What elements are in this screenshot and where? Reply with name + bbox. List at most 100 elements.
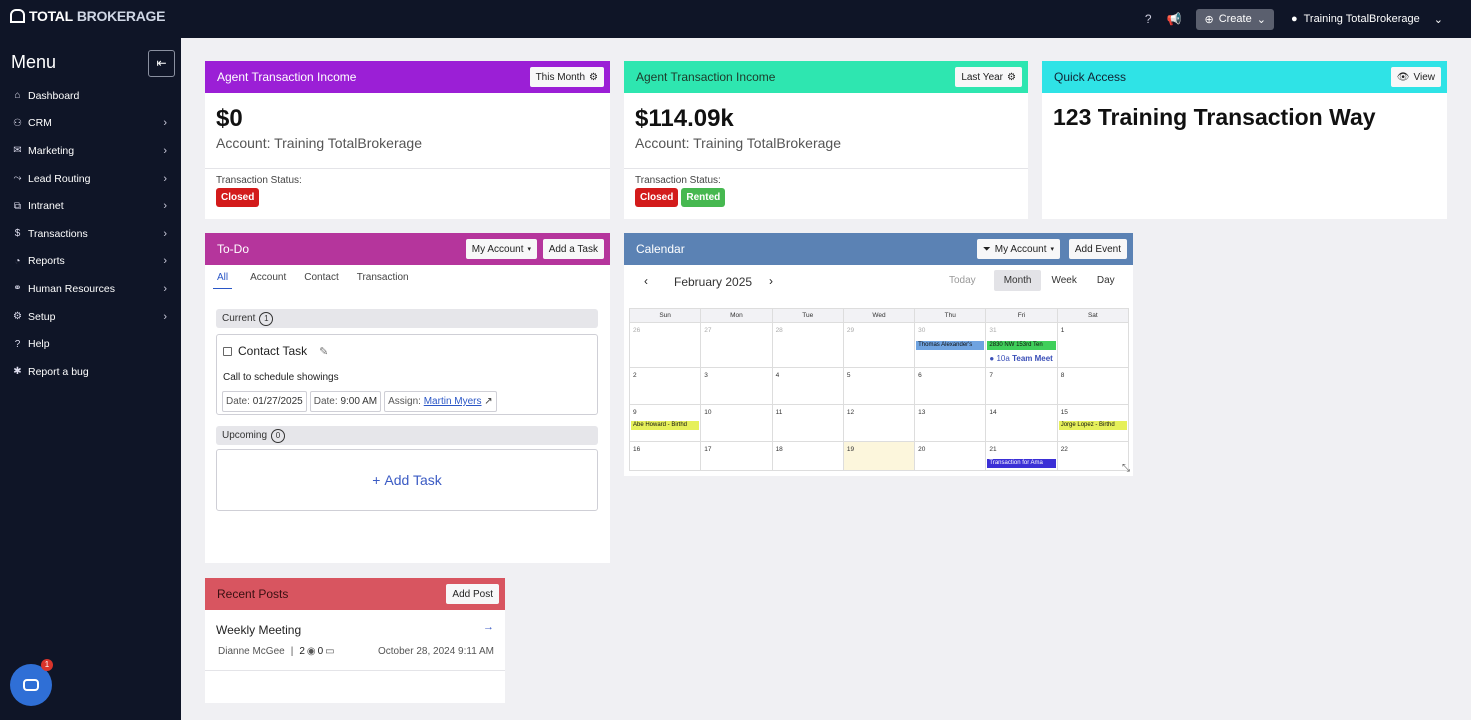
sidebar-item-crm[interactable]: ⚇ CRM › (0, 110, 181, 138)
calendar-event[interactable]: Thomas Alexander's (916, 341, 985, 350)
chevron-left-icon[interactable]: ‹ (644, 274, 648, 288)
calendar-account-filter[interactable]: ⏷ My Account ▾ (976, 239, 1060, 259)
sidebar-item-dashboard[interactable]: ⌂ Dashboard (0, 82, 181, 110)
calendar-event[interactable]: Jorge Lopez - Birthd (1058, 421, 1127, 430)
user-menu[interactable]: ● Training TotalBrokerage ⌄ (1291, 13, 1443, 26)
megaphone-icon[interactable]: 📢 (1166, 12, 1182, 26)
calendar-day[interactable]: 21 Transaction for Ama (986, 442, 1058, 471)
calendar-day[interactable]: 26 (630, 323, 702, 368)
post-title[interactable]: Weekly Meeting (216, 623, 302, 637)
add-post-button[interactable]: Add Post (446, 584, 499, 604)
tab-all[interactable]: All (213, 271, 233, 289)
calendar-day[interactable]: 13 (915, 405, 987, 442)
calendar-day[interactable]: 8 (1057, 368, 1129, 405)
calendar-event[interactable]: 2830 NW 153rd Ten (987, 341, 1056, 350)
quick-access-address[interactable]: 123 Training Transaction Way (1053, 104, 1376, 130)
day-number: 5 (846, 372, 851, 379)
status-badge-closed[interactable]: Closed (635, 188, 679, 207)
day-number: 2 (633, 372, 637, 379)
external-link-icon[interactable]: ↗ (484, 396, 493, 407)
period-button[interactable]: This Month ⚙ (529, 67, 604, 87)
day-number: 18 (775, 446, 783, 453)
view-button[interactable]: 👁 View (1390, 67, 1441, 87)
calendar-day[interactable]: 22 (1057, 442, 1129, 471)
calendar-day[interactable]: 1 (1057, 323, 1129, 368)
sidebar-item-setup[interactable]: ⚙ Setup › (0, 303, 181, 331)
task-title[interactable]: Contact Task (238, 344, 308, 358)
edit-icon[interactable]: ✎ (319, 345, 329, 358)
task-description: Call to schedule showings (223, 372, 339, 383)
week-view-button[interactable]: Week (1051, 275, 1077, 286)
sidebar-item-human-resources[interactable]: ⚭ Human Resources › (0, 275, 181, 303)
calendar-day[interactable]: 18 (772, 442, 844, 471)
sidebar-item-label: Report a bug (28, 365, 89, 378)
sidebar-item-intranet[interactable]: ⧉ Intranet › (0, 192, 181, 220)
calendar-day[interactable]: 29 (843, 323, 916, 368)
tab-transaction[interactable]: Transaction (356, 272, 409, 283)
calendar-event[interactable]: Transaction for Ama (987, 459, 1056, 468)
assignee-link[interactable]: Martin Myers (423, 396, 482, 407)
calendar-day[interactable]: 6 (915, 368, 987, 405)
calendar-day[interactable]: 17 (701, 442, 773, 471)
arrow-right-icon[interactable]: → (483, 621, 494, 633)
calendar-day[interactable]: 27 (701, 323, 773, 368)
day-view-button[interactable]: Day (1096, 275, 1115, 286)
chevron-right-icon[interactable]: › (769, 274, 773, 288)
status-badge-rented[interactable]: Rented (681, 188, 726, 207)
sidebar-item-marketing[interactable]: ✉ Marketing › (0, 137, 181, 165)
calendar-day[interactable]: 9 Abe Howard - Birthd (630, 405, 702, 442)
calendar-day[interactable]: 7 (986, 368, 1058, 405)
chevron-right-icon: › (163, 282, 167, 295)
day-number: 11 (775, 409, 783, 416)
period-button[interactable]: Last Year ⚙ (955, 67, 1022, 87)
tab-contact[interactable]: Contact (304, 272, 339, 283)
add-task-button[interactable]: Add a Task (542, 239, 604, 259)
calendar-event[interactable]: ● 10a Team Meet (989, 354, 1052, 363)
calendar-day[interactable]: 16 (630, 442, 702, 471)
chat-widget-button[interactable] (10, 664, 52, 706)
calendar-day[interactable]: 15 Jorge Lopez - Birthd (1057, 405, 1129, 442)
calendar-day[interactable]: 10 (701, 405, 773, 442)
calendar-day[interactable]: 31 2830 NW 153rd Ten ● 10a Team Meet (986, 323, 1058, 368)
month-view-button[interactable]: Month (993, 270, 1042, 291)
help-circle-icon[interactable]: ? (1144, 12, 1152, 26)
calendar-day[interactable]: 11 (772, 405, 844, 442)
sidebar-item-help[interactable]: ? Help (0, 330, 181, 358)
sidebar-item-reports[interactable]: ◔ Reports › (0, 248, 181, 276)
sidebar-item-report-a-bug[interactable]: ✱ Report a bug (0, 358, 181, 386)
current-section-bar[interactable]: Current 1 (216, 309, 598, 328)
period-label: Last Year (961, 71, 1004, 83)
calendar-day-today[interactable]: 19 (843, 442, 916, 471)
account-filter-dropdown[interactable]: My Account ▾ (465, 239, 537, 259)
calendar-day[interactable]: 28 (772, 323, 844, 368)
calendar-event[interactable]: Abe Howard - Birthd (631, 421, 700, 430)
task-checkbox[interactable] (223, 346, 232, 356)
resize-handle-icon[interactable]: ⤡ (1122, 463, 1130, 474)
upcoming-section-bar[interactable]: Upcoming 0 (216, 426, 598, 445)
calendar-week-row: 26 27 28 29 30 Thomas Alexander's 31 283… (630, 323, 1129, 368)
create-button[interactable]: ⊕ Create ⌄ (1196, 8, 1274, 30)
brand-logo[interactable]: TOTAL BROKERAGE (10, 8, 165, 24)
chevron-down-icon: ⌄ (1433, 13, 1443, 26)
calendar-day[interactable]: 5 (843, 368, 916, 405)
add-event-button[interactable]: Add Event (1068, 239, 1127, 259)
status-badge-closed[interactable]: Closed (216, 188, 260, 207)
calendar-day[interactable]: 2 (630, 368, 702, 405)
chevron-right-icon: › (163, 144, 167, 157)
sidebar-item-transactions[interactable]: $ Transactions › (0, 220, 181, 248)
user-circle-icon: ● (1290, 13, 1298, 25)
sidebar-item-lead-routing[interactable]: ⤳ Lead Routing › (0, 165, 181, 193)
calendar-day[interactable]: 3 (701, 368, 773, 405)
calendar-day[interactable]: 20 (915, 442, 987, 471)
tab-account[interactable]: Account (250, 272, 287, 283)
add-task-label: Add a Task (548, 243, 598, 255)
calendar-day[interactable]: 14 (986, 405, 1058, 442)
add-task-area[interactable]: + Add Task (216, 449, 598, 511)
calendar-day[interactable]: 4 (772, 368, 844, 405)
today-button[interactable]: Today (949, 275, 976, 286)
date-value: 01/27/2025 (252, 396, 303, 407)
collapse-sidebar-button[interactable]: ⇤ (148, 50, 175, 77)
calendar-week-row: 9 Abe Howard - Birthd 10 11 12 13 14 15 … (630, 405, 1129, 442)
calendar-day[interactable]: 30 Thomas Alexander's (915, 323, 987, 368)
calendar-day[interactable]: 12 (843, 405, 916, 442)
